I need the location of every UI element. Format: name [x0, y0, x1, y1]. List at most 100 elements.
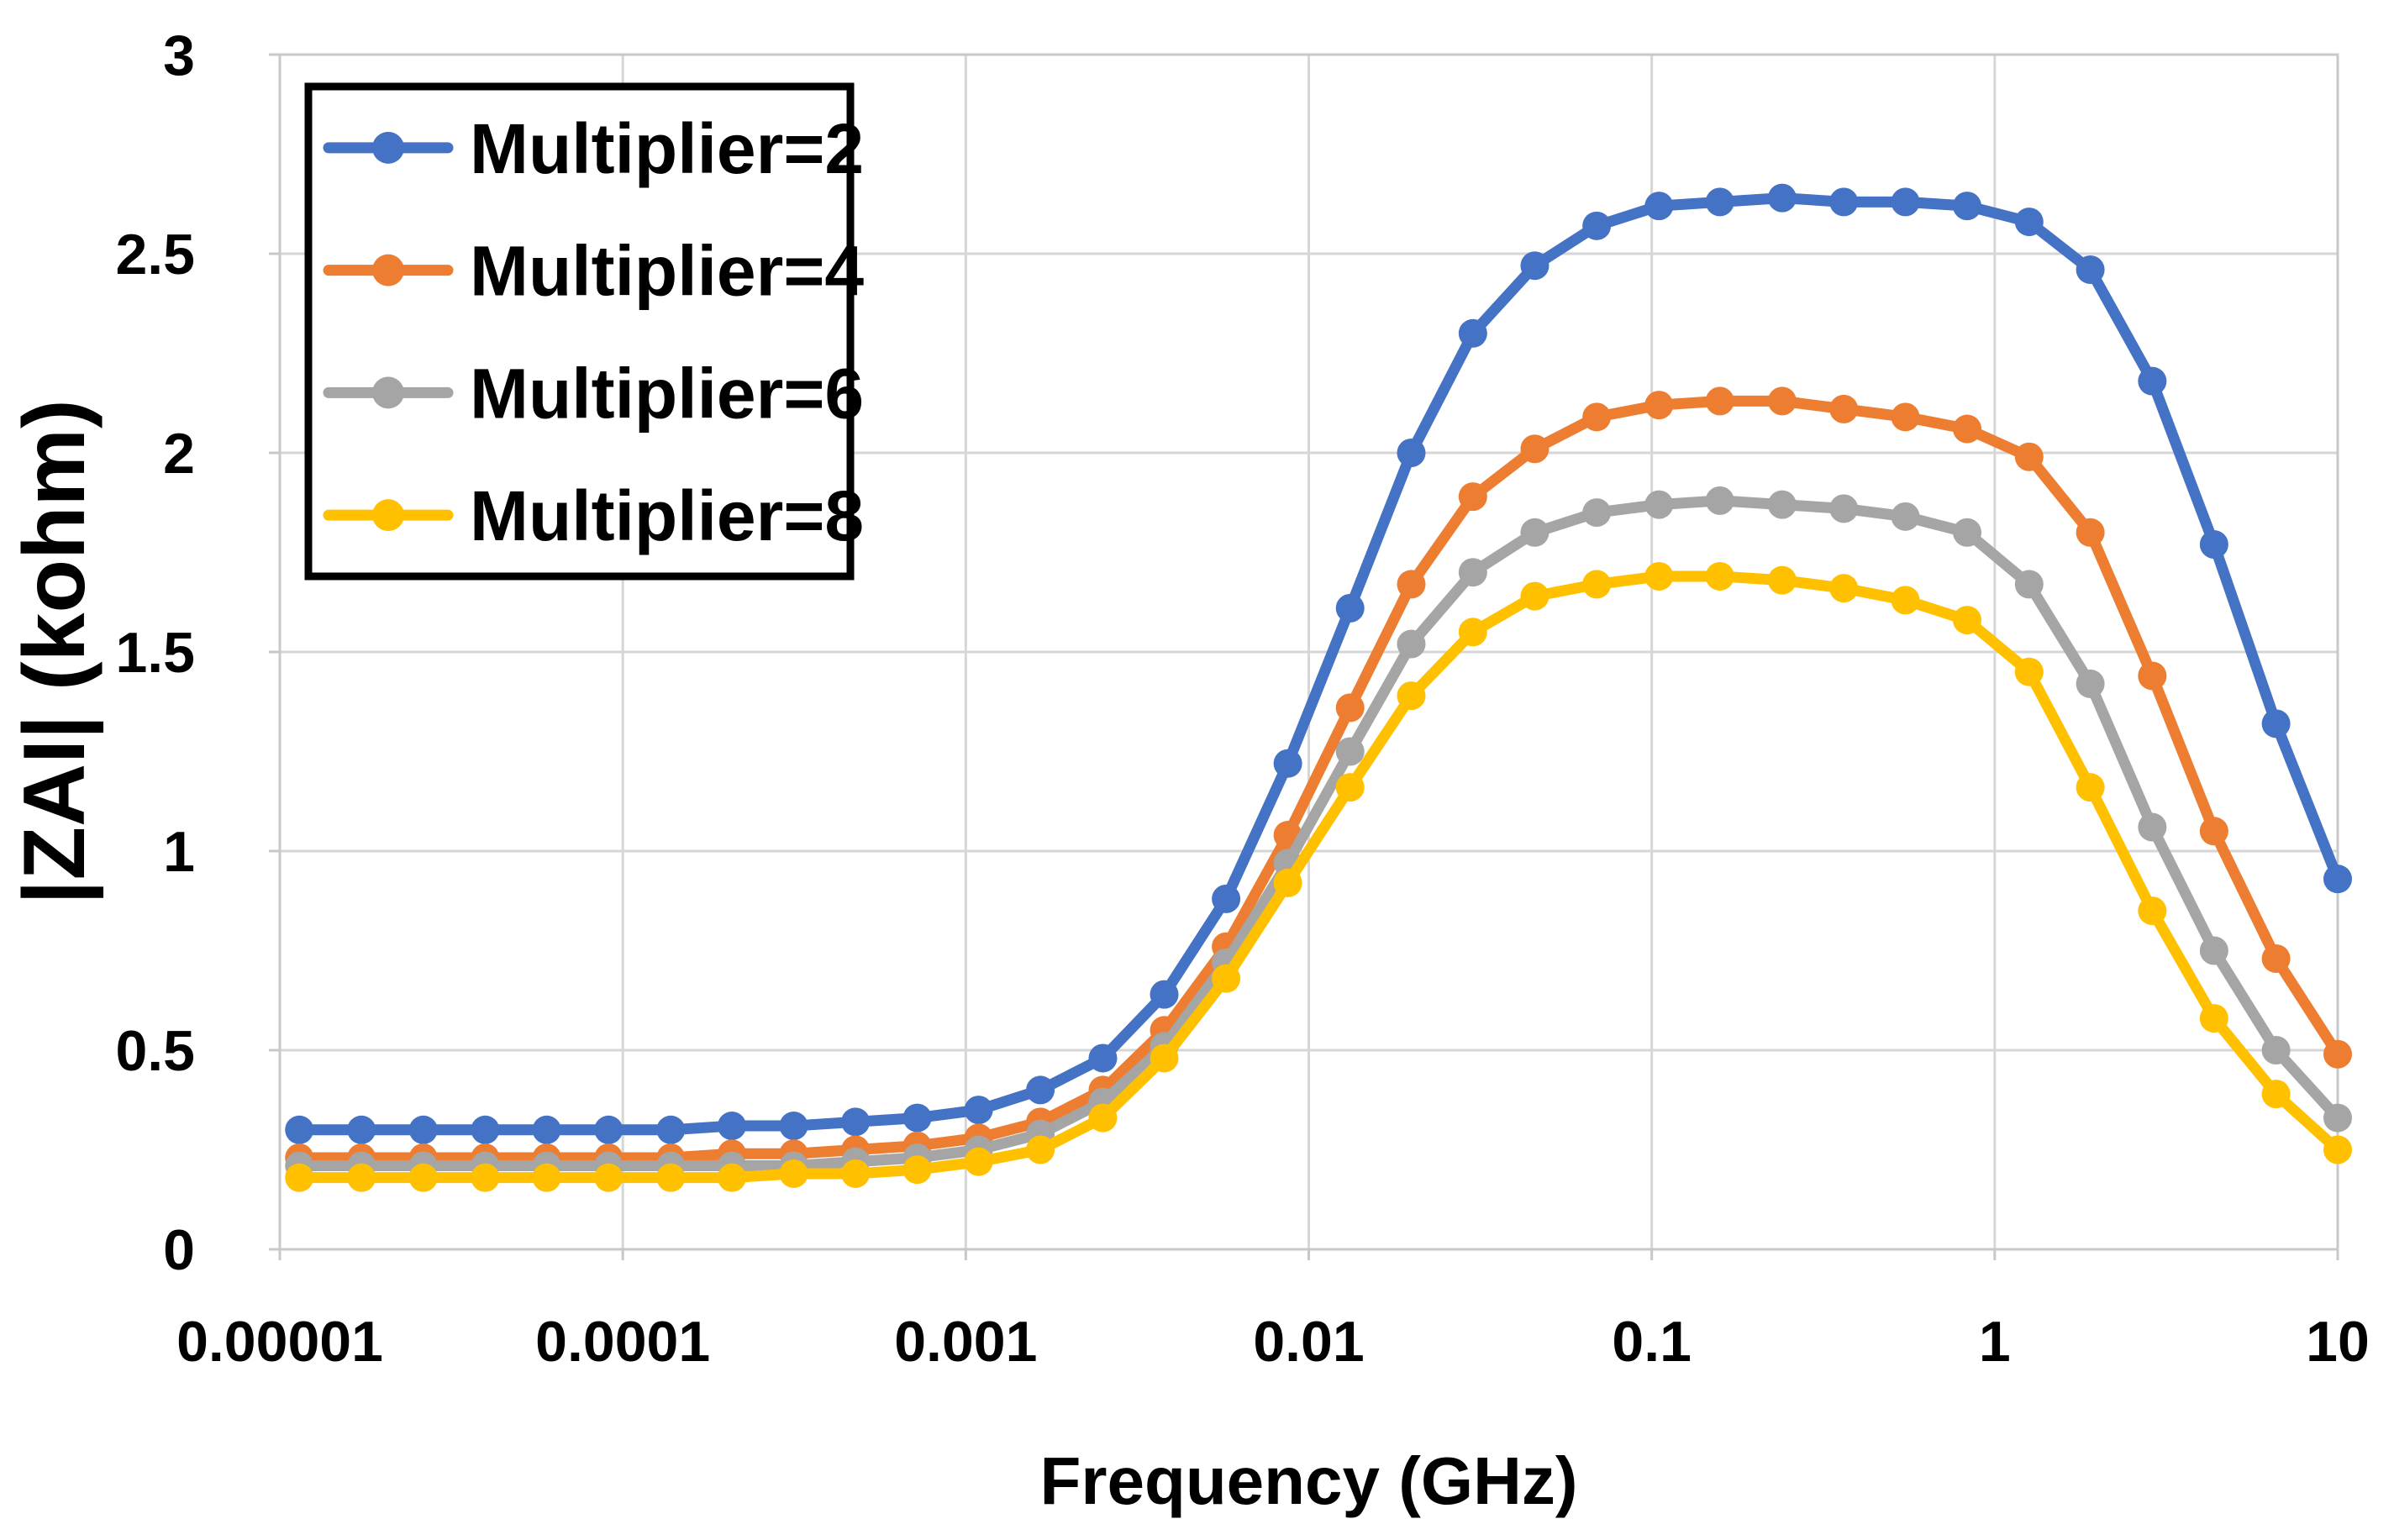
- series-multiplier-6-marker: [1520, 518, 1550, 547]
- series-multiplier-2-marker: [2076, 255, 2105, 284]
- data-series: [285, 183, 2352, 1192]
- series-multiplier-8-marker: [408, 1163, 438, 1192]
- y-tick-label: 1: [163, 820, 195, 884]
- series-multiplier-6-marker: [2261, 1036, 2291, 1064]
- series-multiplier-6-marker: [2138, 812, 2167, 842]
- series-multiplier-4-marker: [1953, 414, 1982, 444]
- series-multiplier-2-marker: [1767, 183, 1797, 213]
- legend-label: Multiplier=8: [470, 476, 864, 555]
- series-multiplier-4-marker: [1644, 391, 1674, 420]
- series-multiplier-2-marker: [2138, 366, 2167, 396]
- series-multiplier-6-marker: [1397, 629, 1426, 659]
- series-multiplier-6-marker: [2323, 1103, 2352, 1133]
- legend-marker-icon: [372, 131, 404, 164]
- series-multiplier-8-marker: [2199, 1004, 2228, 1033]
- series-multiplier-2-marker: [408, 1115, 438, 1144]
- series-multiplier-2-marker: [1644, 192, 1674, 221]
- series-multiplier-8-marker: [964, 1147, 993, 1176]
- series-multiplier-4-line: [293, 395, 2344, 1164]
- series-multiplier-6-marker: [2014, 570, 2044, 599]
- series-multiplier-6-marker: [1458, 558, 1487, 587]
- series-multiplier-8-marker: [1891, 586, 1920, 615]
- series-multiplier-6-marker: [1644, 490, 1674, 519]
- series-multiplier-6-marker: [1829, 494, 1859, 523]
- x-tick-label: 0.1: [1612, 1310, 1692, 1374]
- series-multiplier-2-marker: [1520, 251, 1550, 281]
- legend: Multiplier=2 Multiplier=4 Multiplier=6 Mult…: [304, 82, 864, 581]
- x-axis-title: Frequency (GHz): [1039, 1443, 1577, 1518]
- tick-labels: 0.00001 0.0001 0.001 0.01 0.1 1 10 0 0.5 1 1.5 2 2.5…: [115, 24, 2369, 1374]
- series-multiplier-2-marker: [594, 1115, 623, 1144]
- series-multiplier-8-marker: [1335, 773, 1365, 802]
- series-multiplier-8: [285, 561, 2352, 1192]
- series-multiplier-4-marker: [1458, 482, 1487, 512]
- legend-label: Multiplier=4: [470, 232, 864, 311]
- series-multiplier-8-marker: [2138, 896, 2167, 926]
- series-multiplier-2-marker: [285, 1115, 314, 1144]
- y-tick-label: 3: [163, 24, 195, 87]
- series-multiplier-2-marker: [1953, 192, 1982, 221]
- series-multiplier-8-marker: [1767, 565, 1797, 595]
- series-multiplier-8-marker: [779, 1159, 808, 1188]
- legend-marker-icon: [372, 499, 404, 532]
- series-multiplier-4-marker: [1397, 570, 1426, 599]
- series-multiplier-4-marker: [2261, 943, 2291, 973]
- series-multiplier-8-line: [293, 570, 2344, 1184]
- series-multiplier-8-marker: [717, 1163, 746, 1192]
- series-multiplier-8-marker: [1397, 681, 1426, 711]
- series-multiplier-6-marker: [1891, 502, 1920, 531]
- series-multiplier-2-marker: [841, 1107, 871, 1137]
- series-multiplier-8-marker: [347, 1163, 376, 1192]
- series-multiplier-6-marker: [2076, 669, 2105, 698]
- series-multiplier-8-marker: [471, 1163, 500, 1192]
- x-tick-label: 0.01: [1253, 1310, 1364, 1374]
- series-multiplier-6-line: [293, 495, 2344, 1171]
- series-multiplier-4-marker: [1520, 434, 1550, 464]
- series-multiplier-2-marker: [1397, 439, 1426, 467]
- series-multiplier-8-marker: [1273, 868, 1302, 897]
- series-multiplier-6-marker: [1767, 490, 1797, 519]
- legend-item-multiplier-6: Multiplier=6: [323, 354, 864, 433]
- series-multiplier-6-marker: [1582, 498, 1612, 528]
- series-multiplier-8-marker: [1026, 1135, 1055, 1164]
- series-multiplier-8-marker: [656, 1163, 686, 1192]
- series-multiplier-4-marker: [1335, 693, 1365, 723]
- y-tick-label: 2.5: [115, 223, 195, 286]
- series-multiplier-8-marker: [902, 1155, 932, 1185]
- series-multiplier-2-marker: [2323, 865, 2352, 894]
- series-multiplier-2-marker: [347, 1115, 376, 1144]
- series-multiplier-2-marker: [1212, 884, 1241, 913]
- series-multiplier-2-marker: [656, 1115, 686, 1144]
- series-multiplier-6-marker: [1953, 518, 1982, 547]
- y-tick-label: 0: [163, 1218, 195, 1282]
- series-multiplier-6-marker: [1705, 486, 1734, 515]
- series-multiplier-2-marker: [1335, 593, 1365, 623]
- series-multiplier-8-marker: [1953, 606, 1982, 635]
- legend-item-multiplier-8: Multiplier=8: [323, 476, 864, 555]
- series-multiplier-4-marker: [2323, 1039, 2352, 1069]
- series-multiplier-8-marker: [1582, 570, 1612, 599]
- series-multiplier-4-marker: [2014, 442, 2044, 471]
- series-multiplier-8-marker: [2323, 1135, 2352, 1164]
- legend-label: Multiplier=2: [470, 109, 864, 188]
- series-multiplier-2-marker: [1829, 187, 1859, 217]
- series-multiplier-4-marker: [1582, 402, 1612, 432]
- series-multiplier-4-marker: [2076, 518, 2105, 547]
- series-multiplier-2-marker: [964, 1096, 993, 1125]
- legend-marker-icon: [372, 254, 404, 286]
- series-multiplier-2-line: [293, 192, 2344, 1136]
- series-multiplier-2-marker: [1705, 187, 1734, 217]
- series-multiplier-8-marker: [594, 1163, 623, 1192]
- series-multiplier-8-marker: [1705, 561, 1734, 591]
- series-multiplier-2-marker: [717, 1112, 746, 1141]
- series-multiplier-2-marker: [532, 1115, 561, 1144]
- x-tick-label: 0.00001: [176, 1310, 383, 1374]
- series-multiplier-8-marker: [2014, 657, 2044, 686]
- series-multiplier-8-marker: [2076, 773, 2105, 802]
- x-tick-label: 10: [2306, 1310, 2370, 1374]
- series-multiplier-2-marker: [2199, 530, 2228, 560]
- legend-box: [304, 82, 855, 581]
- series-multiplier-2-marker: [1026, 1075, 1055, 1105]
- series-multiplier-2: [285, 183, 2352, 1144]
